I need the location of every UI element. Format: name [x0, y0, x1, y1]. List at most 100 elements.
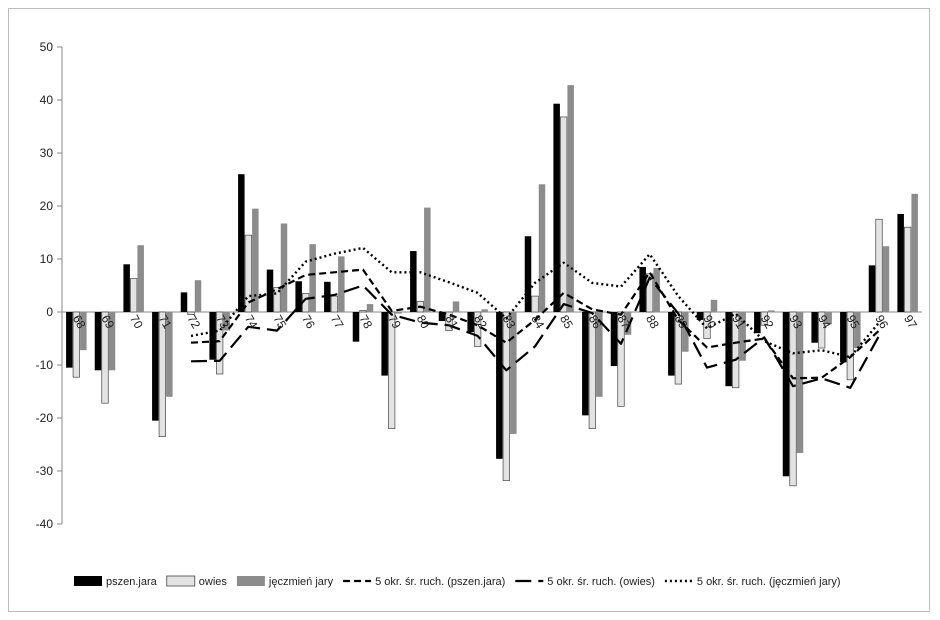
legend-label: jęczmień jary — [268, 576, 334, 588]
bar-j-czmie-jary-85 — [567, 85, 574, 312]
y-tick-label: 20 — [40, 199, 54, 213]
bar-owies-93 — [789, 311, 797, 487]
bar-j-czmie-jary-92 — [768, 310, 775, 312]
bar-j-czmie-jary-91 — [739, 312, 746, 361]
category-label-73: 73 — [213, 313, 232, 332]
category-label-74: 74 — [242, 313, 261, 332]
bar-j-czmie-jary-88 — [653, 268, 660, 312]
y-tick-label: -40 — [36, 517, 54, 531]
bar-pszen-jara-68 — [66, 312, 73, 368]
bar-owies-94 — [818, 311, 826, 349]
bar-j-czmie-jary-77 — [338, 256, 345, 312]
bars-layer — [66, 85, 918, 487]
bar-owies-85 — [560, 116, 568, 313]
line-long-dash-moving-average — [190, 276, 880, 389]
category-label-92: 92 — [758, 313, 777, 332]
bar-owies-73 — [216, 311, 224, 375]
bar-owies-72 — [187, 311, 195, 315]
bar-j-czmie-jary-68 — [80, 312, 87, 351]
category-label-89: 89 — [672, 313, 691, 332]
bar-owies-78 — [359, 310, 367, 313]
category-label-90: 90 — [700, 313, 719, 332]
bar-pszen-jara-72 — [180, 292, 188, 312]
bar-j-czmie-jary-93 — [796, 312, 804, 453]
bar-pszen-jara-84 — [524, 236, 532, 312]
bar-pszen-jara-89 — [668, 312, 675, 376]
category-labels: 68 69 70 71 72 73 74 75 76 77 78 79 80 81 82 83 84 85 86 87… — [70, 313, 920, 332]
bar-pszen-jara-74 — [238, 174, 245, 312]
bar-pszen-jara-96 — [868, 265, 876, 312]
chart-frame — [8, 8, 930, 612]
category-label-95: 95 — [844, 313, 863, 332]
bar-j-czmie-jary-75 — [280, 223, 288, 312]
bar-pszen-jara-97 — [897, 213, 904, 312]
bar-pszen-jara-79 — [381, 312, 388, 376]
bar-pszen-jara-94 — [811, 312, 818, 343]
bar-pszen-jara-82 — [467, 312, 474, 333]
category-label-86: 86 — [586, 313, 605, 332]
category-label-84: 84 — [528, 313, 547, 332]
legend-swatch — [236, 576, 265, 586]
bar-pszen-jara-93 — [782, 312, 790, 477]
bar-pszen-jara-78 — [352, 312, 360, 342]
legend-swatch — [74, 576, 102, 586]
bar-j-czmie-jary-95 — [854, 312, 861, 349]
y-tick-label: -30 — [36, 464, 54, 478]
bar-j-czmie-jary-70 — [137, 245, 144, 312]
bar-pszen-jara-83 — [496, 312, 503, 459]
bar-owies-96 — [875, 218, 883, 313]
legend-label: owies — [199, 576, 228, 588]
category-label-91: 91 — [729, 313, 748, 332]
bar-pszen-jara-91 — [725, 312, 732, 387]
category-label-76: 76 — [299, 313, 318, 332]
legend-label: 5 okr. śr. ruch. (pszen.jara) — [375, 576, 505, 588]
bar-owies-90 — [703, 311, 711, 339]
bar-j-czmie-jary-96 — [882, 246, 890, 312]
bar-pszen-jara-95 — [840, 312, 847, 363]
bar-pszen-jara-80 — [410, 251, 417, 312]
bar-pszen-jara-70 — [123, 264, 130, 312]
axis-layer: 50 40 30 20 10 0 -10 -20 -30 -40 — [36, 40, 922, 531]
bar-owies-83 — [502, 311, 510, 481]
bar-j-czmie-jary-86 — [596, 312, 603, 397]
bar-j-czmie-jary-80 — [424, 207, 431, 312]
bar-owies-70 — [130, 278, 138, 313]
category-label-93: 93 — [786, 313, 805, 332]
category-label-72: 72 — [184, 313, 203, 332]
bar-j-czmie-jary-69 — [108, 312, 116, 371]
bar-pszen-jara-73 — [209, 312, 216, 360]
bar-j-czmie-jary-87 — [624, 312, 632, 335]
bar-j-czmie-jary-81 — [452, 301, 460, 312]
bar-pszen-jara-90 — [696, 312, 704, 320]
legend-swatch — [166, 575, 196, 587]
bar-j-czmie-jary-83 — [510, 312, 517, 434]
bar-j-czmie-jary-79 — [395, 312, 402, 314]
category-label-85: 85 — [557, 313, 576, 332]
legend-label: 5 okr. śr. ruch. (owies) — [547, 576, 655, 588]
bar-j-czmie-jary-82 — [481, 309, 488, 312]
bar-pszen-jara-75 — [266, 269, 274, 312]
bar-j-czmie-jary-76 — [309, 244, 316, 312]
bar-owies-74 — [244, 234, 252, 313]
bar-pszen-jara-76 — [295, 281, 302, 312]
bar-j-czmie-jary-94 — [825, 312, 832, 325]
category-label-88: 88 — [643, 313, 662, 332]
legend: pszen.jara owies jęczmień jary 5 okr. śr. r… — [74, 575, 841, 588]
bar-j-czmie-jary-72 — [194, 280, 202, 312]
category-label-78: 78 — [356, 313, 375, 332]
bar-j-czmie-jary-74 — [252, 208, 259, 312]
y-tick-label: -10 — [36, 358, 54, 372]
bar-pszen-jara-81 — [438, 312, 446, 322]
bar-pszen-jara-88 — [639, 266, 646, 312]
y-tick-label: 30 — [40, 146, 54, 160]
bar-j-czmie-jary-84 — [538, 184, 546, 312]
category-label-70: 70 — [127, 313, 146, 332]
category-label-96: 96 — [872, 313, 891, 332]
bar-pszen-jara-85 — [553, 103, 560, 313]
bar-owies-77 — [330, 295, 338, 313]
bar-owies-75 — [273, 287, 281, 313]
bar-owies-71 — [158, 311, 166, 437]
y-tick-label: -20 — [36, 411, 54, 425]
category-label-79: 79 — [385, 313, 404, 332]
